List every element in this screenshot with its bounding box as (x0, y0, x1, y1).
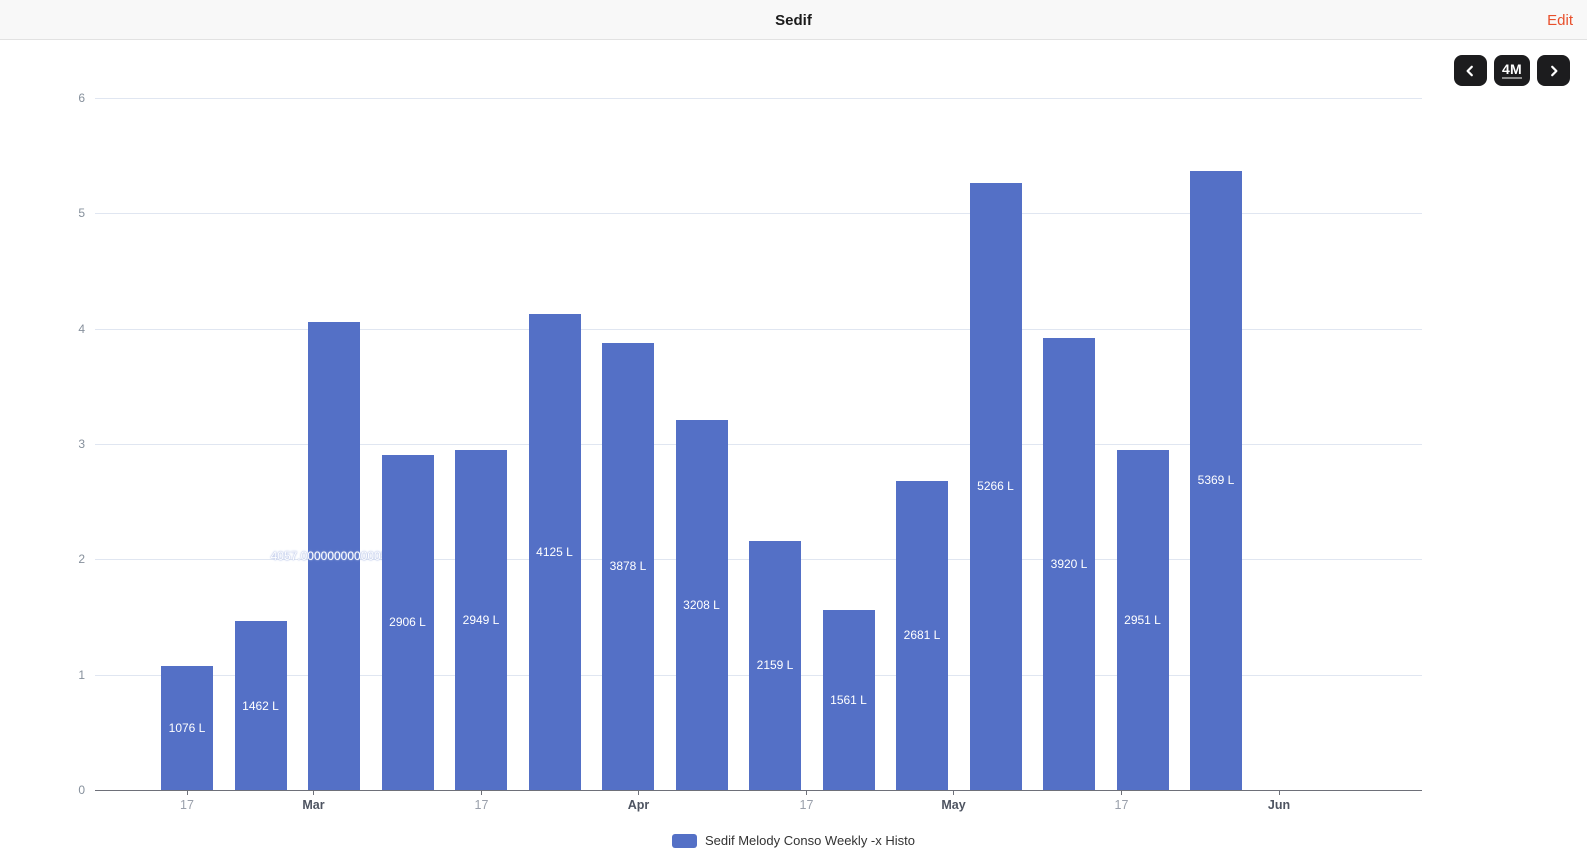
bar[interactable]: 2949 L (455, 449, 507, 790)
x-axis-tick-label: 17 (180, 798, 194, 812)
x-axis-tickmark (638, 791, 639, 795)
x-axis-tick-label: 17 (799, 798, 814, 812)
bar-value-label: 2949 L (462, 612, 500, 627)
bar-value-label: 1462 L (242, 698, 279, 713)
bar[interactable]: 1561 L (822, 609, 875, 790)
bar[interactable]: 5266 L (969, 182, 1022, 790)
gridline (95, 98, 1422, 99)
legend-item[interactable]: Sedif Melody Conso Weekly -x Histo (671, 833, 915, 848)
bar-value-label: 3920 L (1050, 556, 1088, 571)
gridline (95, 328, 1422, 330)
y-axis-tick-label: 3 (78, 437, 85, 451)
y-axis-tick-label: 0 (78, 783, 85, 797)
x-axis-tick-label: Apr (627, 798, 650, 812)
x-axis-tick-label: Jun (1267, 798, 1291, 812)
y-axis-tick-label: 6 (78, 91, 85, 105)
bar-value-label: 2951 L (1124, 612, 1161, 627)
chevron-right-icon (1548, 65, 1560, 77)
bar[interactable]: 2159 L (749, 540, 801, 790)
next-period-button[interactable] (1537, 55, 1570, 86)
x-axis-tick-label: May (941, 798, 966, 812)
x-axis-tickmark (953, 791, 954, 795)
x-axis-tickmark (481, 791, 482, 795)
range-button[interactable]: 4M (1493, 55, 1530, 86)
gridline (95, 444, 1422, 445)
legend-item-label: Sedif Melody Conso Weekly -x Histo (704, 833, 915, 848)
y-axis-tick-label: 2 (78, 552, 85, 567)
bar-value-label: 2906 L (389, 615, 426, 630)
y-axis-tick-label: 5 (78, 206, 85, 221)
bar-value-label: 4057.0000000000005 L (270, 549, 398, 564)
bar-value-label: 5266 L (977, 479, 1014, 494)
chart-toolbar: 4M (1453, 55, 1570, 86)
y-axis-tick-label: 4 (78, 321, 85, 336)
bar-value-label: 5369 L (1197, 473, 1235, 488)
bar[interactable]: 4057.0000000000005 L (271, 322, 397, 790)
bar-value-label: 2681 L (903, 628, 941, 643)
x-axis-tickmark (1121, 791, 1122, 795)
legend-swatch-icon (671, 833, 697, 848)
x-axis-tickmark (186, 791, 188, 795)
bar[interactable]: 2951 L (1116, 449, 1169, 790)
legend: Sedif Melody Conso Weekly -x Histo (0, 833, 1587, 848)
range-label: 4M (1501, 61, 1522, 80)
bar-value-label: 3208 L (683, 597, 720, 612)
x-axis-tick-label: 17 (1114, 798, 1129, 812)
x-axis-tick-label: 17 (474, 798, 489, 812)
bar[interactable]: 1076 L (161, 665, 213, 790)
edit-button[interactable]: Edit (1547, 11, 1573, 29)
gridline (95, 213, 1422, 215)
x-axis-tickmark (313, 791, 314, 795)
bar[interactable]: 4125 L (528, 314, 581, 790)
bar[interactable]: 2681 L (896, 480, 948, 790)
y-axis-tick-label: 1 (78, 667, 85, 682)
bar-value-label: 1561 L (830, 692, 867, 707)
prev-period-button[interactable] (1453, 55, 1487, 86)
bar[interactable]: 3878 L (602, 342, 654, 790)
bar-value-label: 3878 L (609, 559, 647, 574)
bar[interactable]: 3208 L (675, 420, 728, 790)
header: Sedif Edit (0, 0, 1587, 40)
bar-value-label: 4125 L (536, 545, 573, 560)
bar[interactable]: 2906 L (381, 454, 434, 790)
x-axis-tickmark (806, 791, 807, 795)
bar-value-label: 1076 L (168, 720, 206, 735)
x-axis-line (95, 790, 1422, 791)
bar[interactable]: 1462 L (234, 621, 287, 790)
x-axis-tickmark (1278, 791, 1280, 795)
chevron-left-icon (1464, 65, 1476, 77)
x-axis-tick-label: Mar (302, 798, 325, 812)
page-title: Sedif (775, 11, 812, 29)
bar[interactable]: 5369 L (1190, 170, 1242, 790)
bar[interactable]: 3920 L (1043, 337, 1095, 790)
bar-value-label: 2159 L (756, 658, 794, 673)
